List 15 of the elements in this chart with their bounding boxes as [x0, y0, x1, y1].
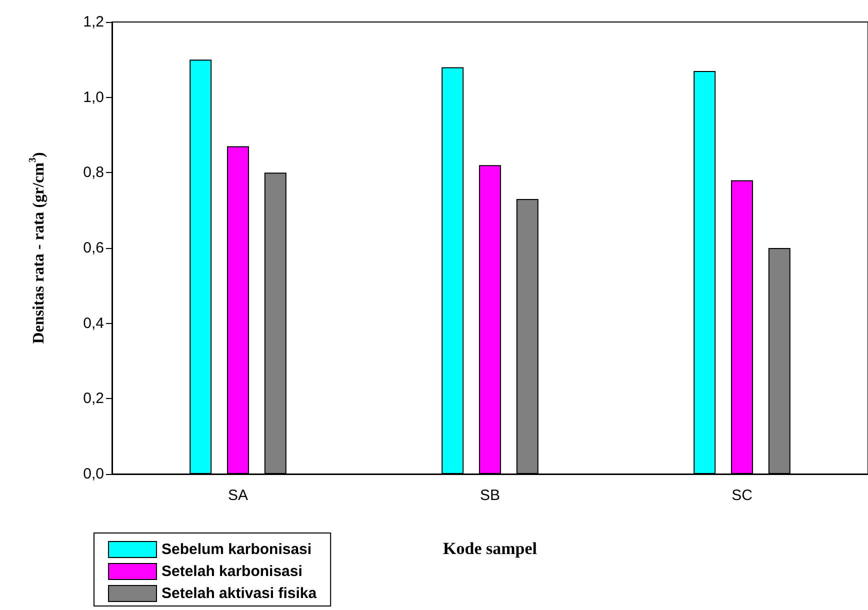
y-tick-label: 1,0 [83, 88, 104, 106]
y-axis-title: Densitas rata - rata (gr/cm3) [28, 152, 48, 344]
legend-label: Setelah karbonisasi [162, 563, 302, 580]
y-tick-label: 0,6 [83, 240, 104, 256]
x-tick-label: SC [732, 487, 753, 504]
legend-label: Setelah aktivasi fisika [162, 585, 318, 602]
x-tick-label: SB [480, 487, 500, 504]
y-tick-label: 0,4 [83, 314, 104, 332]
x-axis-title: Kode sampel [443, 539, 538, 558]
legend-label: Sebelum karbonisasi [162, 541, 312, 558]
y-tick-label: 1,2 [83, 14, 104, 30]
y-tick-label: 0,2 [83, 390, 104, 408]
x-tick-label: SA [228, 487, 248, 504]
y-tick-label: 0,8 [83, 164, 104, 182]
y-tick-label: 0,0 [83, 466, 104, 482]
